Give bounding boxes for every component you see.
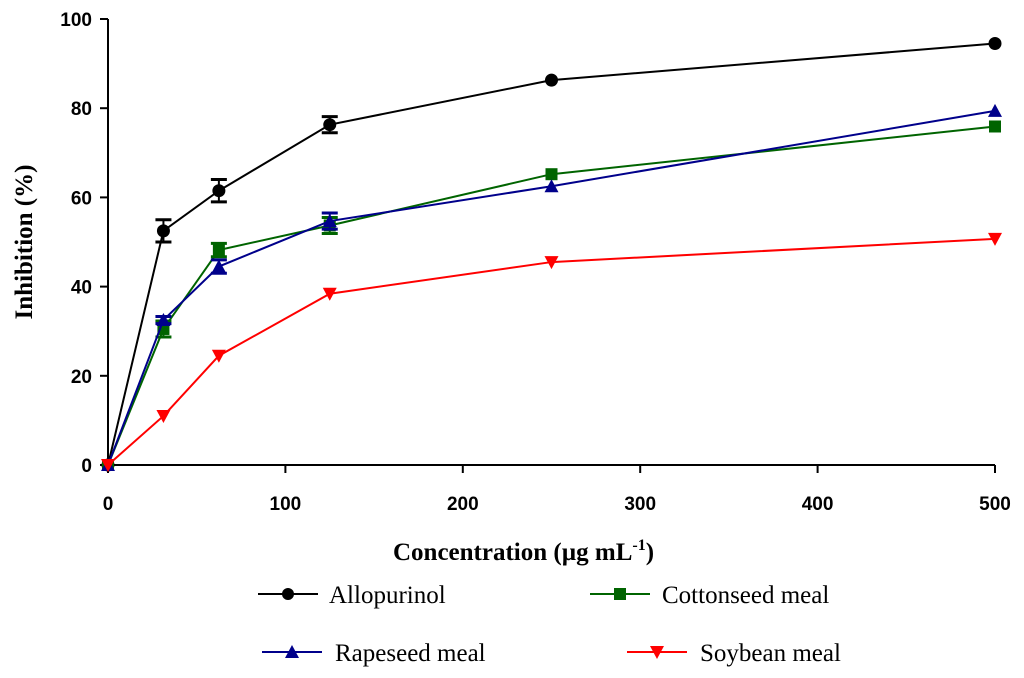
data-point — [323, 118, 337, 132]
series-1 — [102, 120, 1001, 471]
y-tick-label: 0 — [81, 456, 92, 477]
data-point — [544, 179, 559, 193]
y-axis-title: Inhibition (%) — [11, 165, 38, 320]
legend-marker-soybean — [650, 646, 664, 659]
legend-marker-cottonseed — [614, 588, 626, 600]
y-tick-label: 40 — [71, 278, 92, 299]
legend-item-rapeseed: Rapeseed meal — [262, 640, 486, 667]
data-point — [322, 214, 337, 228]
x-axis-title: Concentration (µg mL-1) — [393, 537, 654, 566]
data-point — [545, 168, 558, 181]
x-tick-label: 300 — [624, 494, 656, 515]
series-line-3 — [107, 237, 996, 466]
data-point — [212, 184, 226, 198]
data-point — [988, 37, 1002, 51]
legend-item-allopurinol: Allopurinol — [258, 582, 446, 609]
x-axis-title-sup: -1 — [632, 537, 645, 554]
data-point — [322, 287, 337, 301]
x-tick-label: 400 — [802, 494, 834, 515]
legend-label-soybean: Soybean meal — [700, 640, 841, 667]
data-point — [101, 459, 115, 472]
data-point — [156, 313, 171, 327]
legend-item-cottonseed: Cottonseed meal — [590, 582, 829, 609]
x-axis-title-close: ) — [646, 539, 654, 566]
data-point — [156, 409, 171, 423]
data-point — [989, 120, 1001, 133]
x-tick-label: 200 — [447, 494, 479, 515]
series-line-0 — [107, 42, 996, 466]
data-point — [545, 73, 558, 87]
y-tick-label: 60 — [71, 188, 92, 209]
x-tick-label: 500 — [979, 494, 1011, 515]
y-tick-label: 80 — [71, 99, 92, 120]
x-tick-label: 0 — [103, 494, 114, 515]
series-2 — [101, 103, 1002, 471]
series-3 — [101, 232, 1002, 472]
y-tick-label: 20 — [71, 367, 92, 388]
data-point — [988, 232, 1002, 246]
legend-item-soybean: Soybean meal — [627, 640, 841, 667]
data-point — [156, 224, 170, 238]
data-point — [544, 256, 559, 270]
series-0 — [101, 37, 1002, 472]
data-point — [211, 349, 226, 363]
y-tick-label: 100 — [60, 10, 92, 31]
legend-marker-allopurinol — [282, 588, 294, 600]
x-axis-title-main: Concentration (µg mL — [393, 539, 632, 566]
series-layer — [101, 37, 1002, 472]
legend-label-rapeseed: Rapeseed meal — [335, 640, 486, 667]
axes: 0 20 40 60 80 100 0 100 200 300 400 500 — [60, 10, 1011, 515]
data-point — [212, 244, 225, 257]
series-line-2 — [107, 109, 996, 466]
x-tick-label: 100 — [270, 494, 302, 515]
legend: Allopurinol Cottonseed meal Rapeseed mea… — [258, 582, 841, 667]
legend-label-cottonseed: Cottonseed meal — [662, 582, 829, 609]
legend-label-allopurinol: Allopurinol — [329, 582, 446, 609]
series-line-1 — [107, 125, 996, 466]
data-point — [211, 259, 226, 273]
legend-marker-rapeseed — [285, 645, 299, 658]
data-point — [988, 103, 1002, 117]
